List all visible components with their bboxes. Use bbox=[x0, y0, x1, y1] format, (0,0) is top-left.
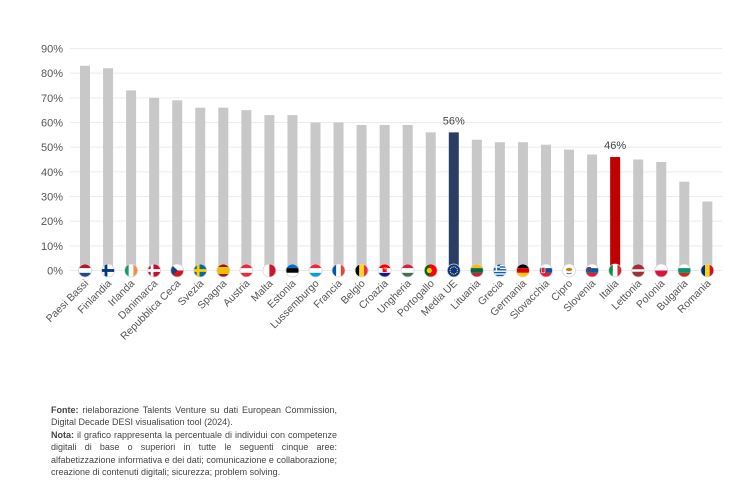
note-text: il grafico rappresenta la percentuale di… bbox=[51, 429, 337, 478]
bar bbox=[172, 100, 183, 271]
belgium-flag-icon bbox=[354, 263, 369, 278]
data-label: 46% bbox=[604, 140, 626, 152]
y-tick-label: 50% bbox=[41, 142, 63, 154]
slovenia-flag-icon bbox=[585, 263, 599, 278]
y-tick-label: 60% bbox=[41, 118, 63, 130]
bar bbox=[702, 201, 713, 271]
y-tick-label: 20% bbox=[41, 216, 63, 228]
lithuania-flag-icon bbox=[469, 263, 484, 278]
y-tick-label: 10% bbox=[41, 241, 63, 253]
y-tick-label: 40% bbox=[41, 167, 63, 179]
gridlines bbox=[70, 48, 722, 271]
bar bbox=[633, 159, 644, 271]
germany-flag-icon bbox=[516, 263, 530, 278]
bar bbox=[587, 154, 598, 271]
bar bbox=[517, 142, 528, 271]
sweden-flag-icon bbox=[193, 263, 208, 278]
source-note: Fonte: rielaborazione Talents Venture su… bbox=[51, 404, 337, 429]
data-label: 56% bbox=[443, 115, 465, 127]
bar bbox=[610, 157, 621, 271]
greece-flag-icon bbox=[492, 263, 507, 278]
austria-flag-icon bbox=[239, 263, 254, 278]
finland-flag-icon bbox=[101, 263, 115, 278]
y-tick-label: 80% bbox=[41, 68, 63, 80]
hungary-flag-icon bbox=[400, 263, 415, 278]
eu-flag-icon bbox=[446, 263, 461, 278]
croatia-flag-icon bbox=[377, 263, 392, 278]
bar bbox=[402, 124, 413, 271]
bar bbox=[564, 149, 575, 271]
ireland-flag-icon bbox=[124, 263, 139, 278]
x-axis: Paesi BassiFinlandiaIrlandaDanimarcaRepu… bbox=[44, 278, 714, 343]
bar bbox=[264, 115, 275, 271]
luxembourg-flag-icon bbox=[308, 263, 323, 278]
method-note: Nota: il grafico rappresenta la percentu… bbox=[51, 429, 337, 479]
estonia-flag-icon bbox=[285, 263, 300, 278]
cyprus-flag-icon bbox=[562, 263, 576, 278]
annotations: 56% 46% bbox=[443, 115, 627, 152]
denmark-flag-icon bbox=[147, 263, 162, 278]
latvia-flag-icon bbox=[631, 263, 646, 278]
y-axis: 0% 10% 20% 30% 40% 50% 60% 70% 80% 90% bbox=[41, 44, 63, 278]
note-label: Nota: bbox=[51, 429, 74, 440]
slovakia-flag-icon bbox=[539, 263, 553, 278]
bar-chart: 0% 10% 20% 30% 40% 50% 60% 70% 80% 90% Paesi Bass… bbox=[41, 44, 722, 343]
y-tick-label: 0% bbox=[47, 266, 63, 278]
poland-flag-icon bbox=[654, 263, 669, 278]
bar bbox=[80, 65, 90, 271]
bar bbox=[310, 122, 321, 271]
netherlands-flag-icon bbox=[78, 263, 92, 278]
bar bbox=[241, 110, 252, 271]
czech-republic-flag-icon bbox=[170, 263, 185, 278]
bar bbox=[541, 144, 551, 271]
bar bbox=[149, 97, 160, 271]
bar bbox=[218, 107, 229, 271]
bar bbox=[126, 90, 137, 271]
x-tick-label: Austria bbox=[221, 278, 253, 310]
bar bbox=[379, 124, 390, 271]
y-tick-label: 70% bbox=[41, 93, 63, 105]
y-tick-label: 90% bbox=[41, 44, 63, 56]
y-tick-label: 30% bbox=[41, 192, 63, 204]
spain-flag-icon bbox=[216, 263, 231, 278]
source-text: rielaborazione Talents Venture su dati E… bbox=[51, 405, 337, 428]
bar bbox=[356, 124, 367, 271]
source-label: Fonte: bbox=[51, 405, 79, 415]
bar bbox=[679, 181, 690, 271]
portugal-flag-icon bbox=[423, 263, 438, 278]
bar bbox=[287, 115, 298, 271]
bar bbox=[471, 139, 482, 271]
france-flag-icon bbox=[331, 263, 346, 278]
flag-icons bbox=[78, 263, 715, 278]
footnotes: Fonte: rielaborazione Talents Venture su… bbox=[51, 404, 337, 478]
bulgaria-flag-icon bbox=[677, 263, 692, 278]
italy-flag-icon bbox=[608, 263, 623, 278]
bar bbox=[425, 132, 436, 271]
bar bbox=[494, 142, 505, 271]
malta-flag-icon bbox=[262, 263, 277, 278]
romania-flag-icon bbox=[700, 263, 715, 278]
bar bbox=[195, 107, 206, 271]
bar bbox=[656, 161, 667, 271]
bar bbox=[448, 132, 459, 271]
bar bbox=[333, 122, 344, 271]
bar bbox=[103, 68, 114, 271]
bars bbox=[80, 65, 713, 271]
